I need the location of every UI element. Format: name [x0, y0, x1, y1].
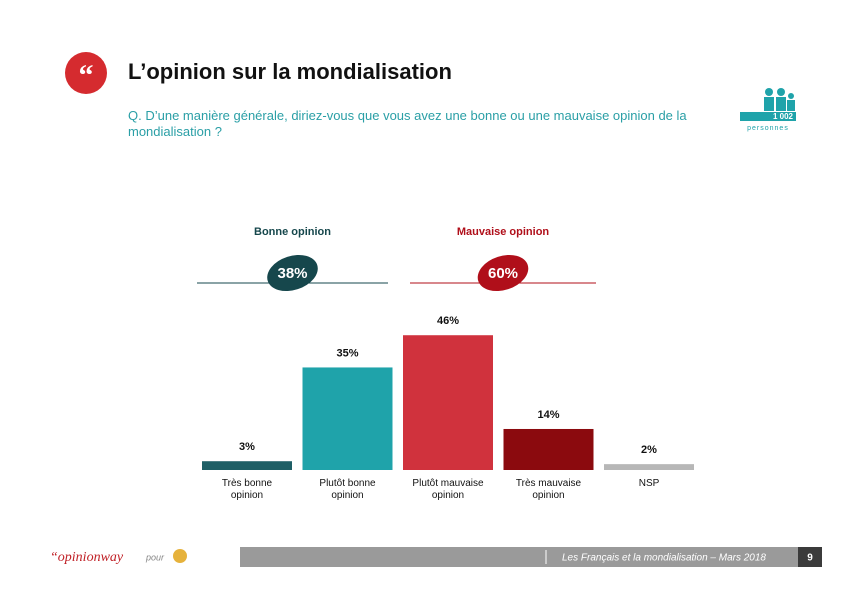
- bar: [302, 367, 393, 470]
- group-badge: [477, 254, 529, 292]
- title: L’opinion sur la mondialisation: [128, 59, 452, 84]
- page-number: 9: [807, 553, 813, 564]
- value-label: 46%: [437, 315, 459, 327]
- sample-unit: personnes: [747, 125, 789, 132]
- group-name: Mauvaise opinion: [457, 226, 550, 238]
- category-label: NSP: [638, 478, 660, 489]
- bar: [403, 335, 493, 470]
- bar: [503, 428, 594, 470]
- value-label: 35%: [336, 347, 358, 359]
- people-icon: [740, 88, 796, 121]
- page-box: [798, 547, 822, 567]
- sample-count: 1 002: [773, 112, 794, 121]
- value-label: 14%: [537, 409, 559, 421]
- category-label: Plutôt bonne opinion: [319, 478, 376, 501]
- bar: [202, 461, 292, 470]
- quote-glyph: “: [79, 59, 94, 92]
- footer-logo-box: [40, 547, 240, 567]
- category-label: Plutôt mauvaise opinion: [412, 478, 484, 501]
- value-label: 2%: [641, 444, 657, 456]
- group-name: Bonne opinion: [254, 226, 331, 238]
- group-value: 60%: [488, 265, 518, 282]
- group-badge: [267, 254, 318, 292]
- group-value: 38%: [277, 265, 307, 282]
- question: Q. D’une manière générale, diriez-vous q…: [128, 108, 687, 139]
- category-label: Très bonne opinion: [221, 478, 273, 501]
- partner-logo: [173, 549, 187, 563]
- category-label: Très mauvaise opinion: [515, 478, 582, 501]
- caption: Les Français et la mondialisation – Mars…: [562, 553, 766, 564]
- brand: “opinionway: [50, 550, 124, 565]
- bar: [604, 464, 694, 470]
- value-label: 3%: [239, 441, 255, 453]
- pour: pour: [145, 552, 165, 562]
- quote-icon: [65, 52, 107, 94]
